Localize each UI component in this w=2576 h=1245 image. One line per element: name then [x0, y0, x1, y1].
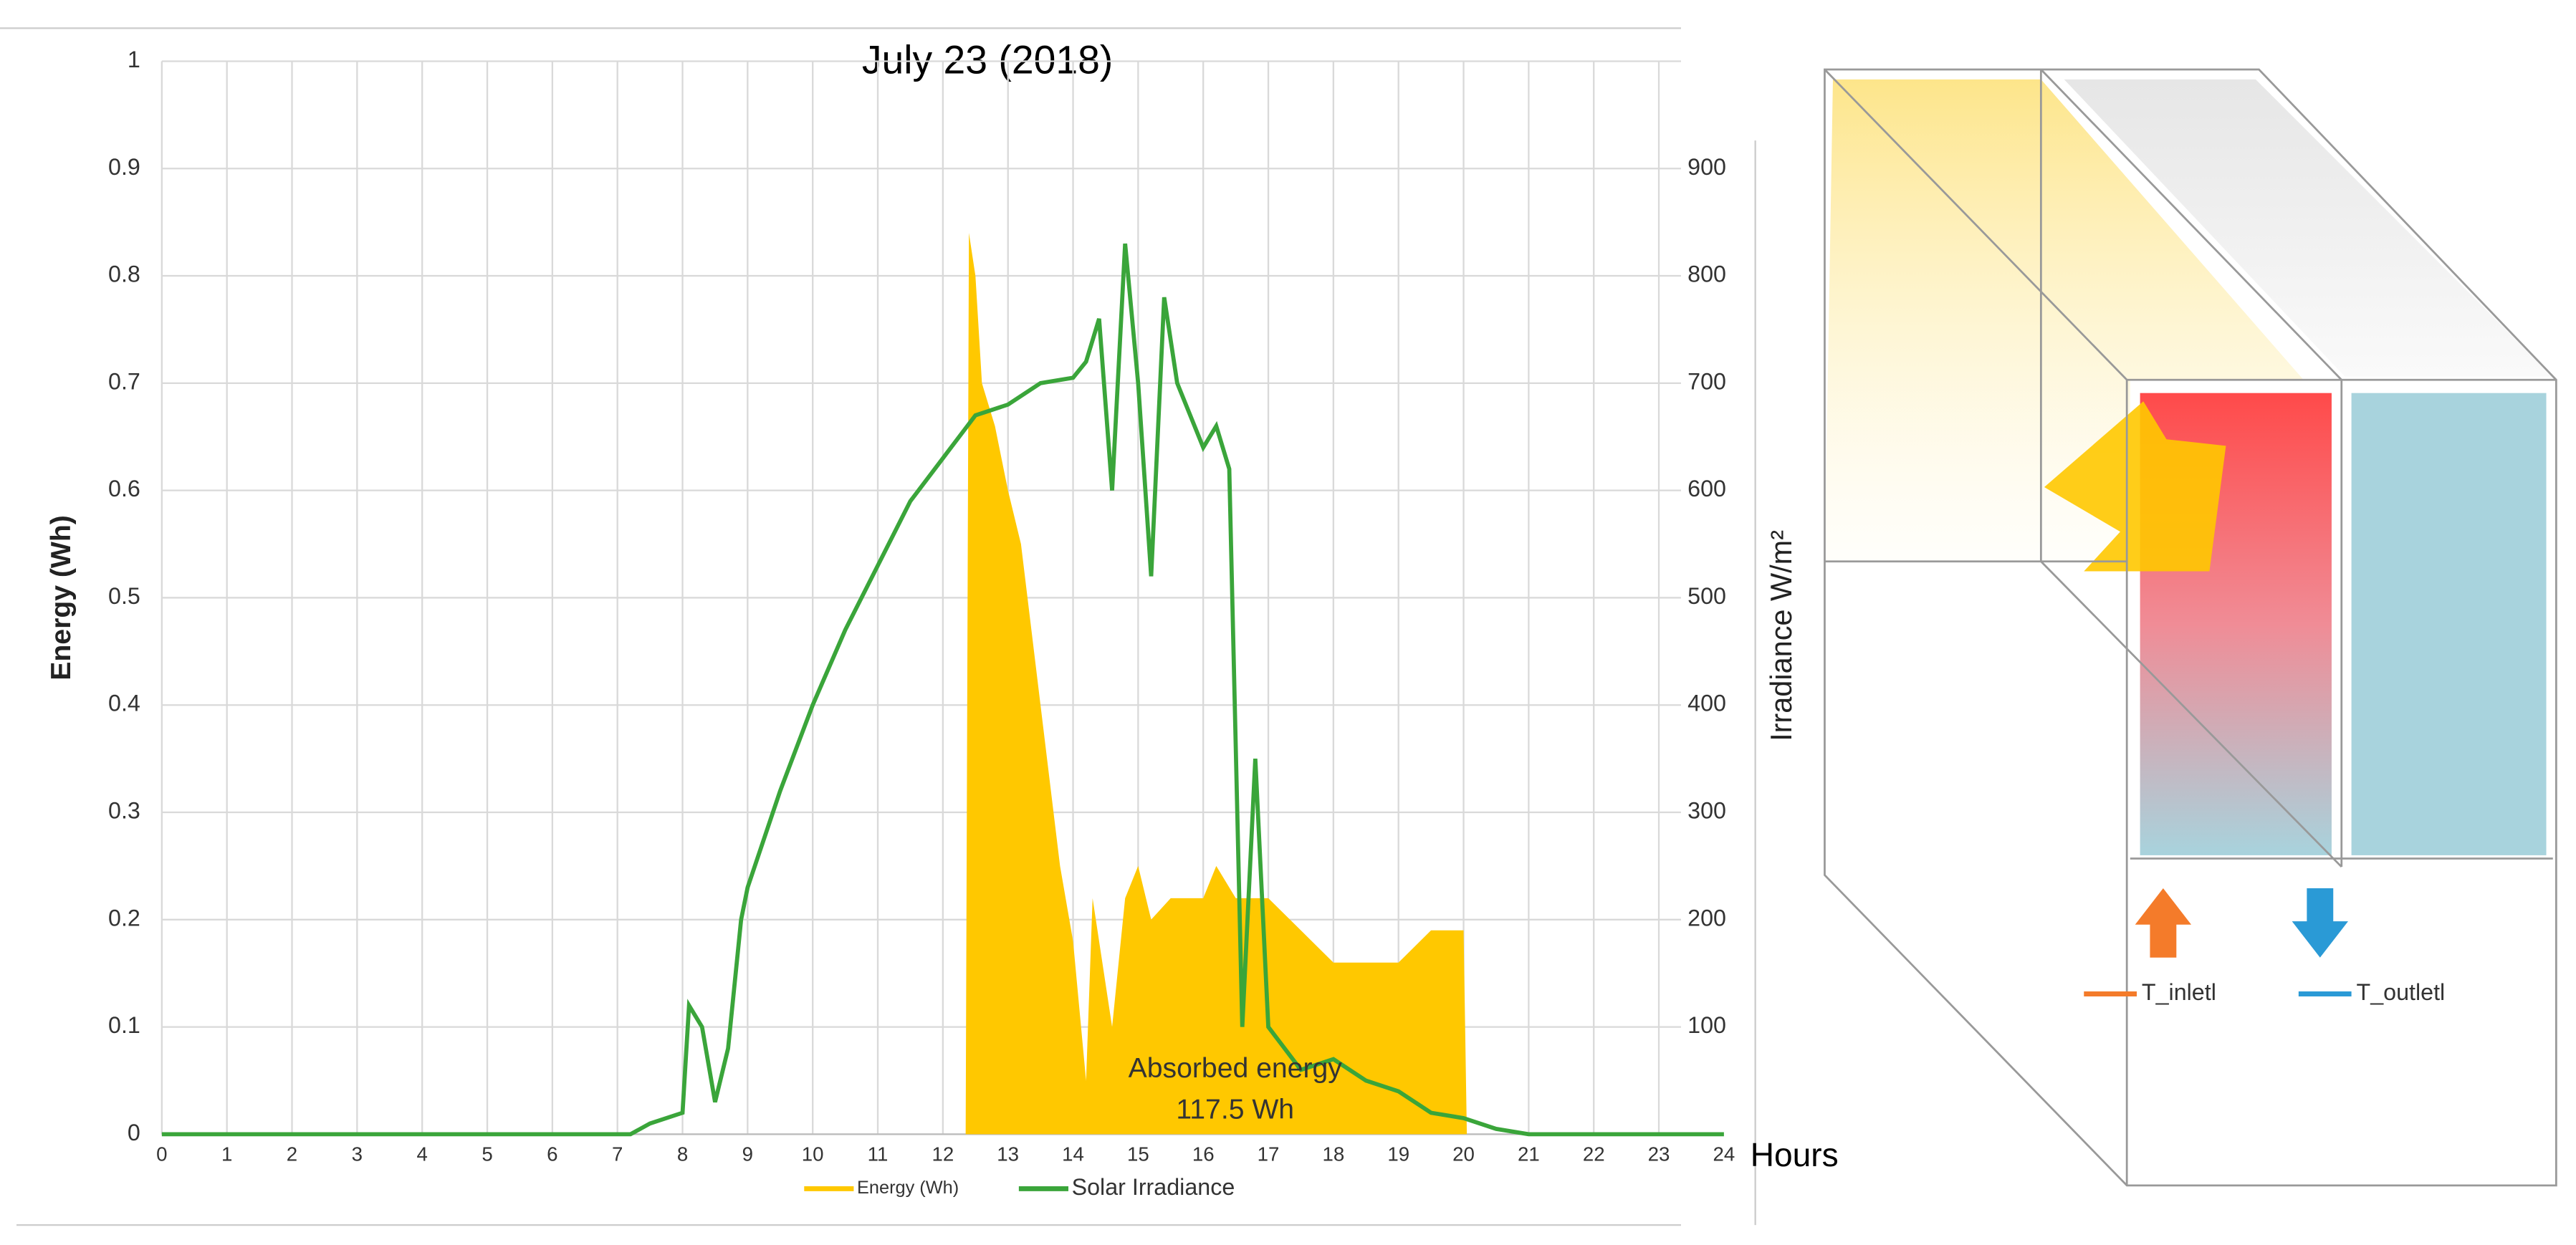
y2-tick-label: 600 [1687, 476, 1726, 501]
x-tick-label: 1 [221, 1143, 232, 1165]
x-tick-label: 10 [802, 1143, 824, 1165]
y2-axis-label: Irradiance W/m² [1764, 530, 1798, 741]
y2-tick-label: 500 [1687, 583, 1726, 609]
x-tick-label: 18 [1322, 1143, 1344, 1165]
x-tick-label: 22 [1583, 1143, 1605, 1165]
x-tick-label: 14 [1062, 1143, 1084, 1165]
x-tick-label: 5 [482, 1143, 492, 1165]
heat-arrow [2044, 401, 2226, 572]
y-tick-label: 0.6 [108, 476, 140, 501]
x-tick-label: 8 [677, 1143, 688, 1165]
x-tick-label: 24 [1713, 1143, 1735, 1165]
x-tick-label: 3 [352, 1143, 363, 1165]
chart-title: July 23 (2018) [862, 37, 1113, 82]
x-tick-label: 9 [742, 1143, 753, 1165]
annotation: 117.5 Wh [1176, 1094, 1294, 1125]
x-tick-label: 19 [1387, 1143, 1409, 1165]
x-tick-label: 2 [287, 1143, 297, 1165]
y-tick-label: 0.8 [108, 261, 140, 287]
y2-tick-label: 300 [1687, 798, 1726, 824]
x-tick-label: 6 [547, 1143, 557, 1165]
y-tick-label: 0.3 [108, 798, 140, 824]
x-axis-label: Hours [1751, 1136, 1839, 1173]
y-tick-label: 0.2 [108, 905, 140, 931]
y-tick-label: 0.5 [108, 583, 140, 609]
legend-label: Solar Irradiance [1072, 1174, 1235, 1200]
sun-beam [1824, 79, 2304, 562]
x-tick-label: 15 [1127, 1143, 1149, 1165]
x-tick-label: 4 [416, 1143, 427, 1165]
y-axis-label: Energy (Wh) [46, 515, 77, 681]
y-tick-label: 0.9 [108, 154, 140, 180]
x-tick-label: 16 [1192, 1143, 1215, 1165]
diagram-legend-label: T_outletl [2357, 979, 2446, 1005]
annotation: Absorbed energy [1129, 1053, 1343, 1084]
x-tick-label: 11 [868, 1143, 889, 1165]
y-tick-label: 0.4 [108, 691, 140, 716]
y2-tick-label: 400 [1687, 691, 1726, 716]
x-tick-label: 0 [156, 1143, 167, 1165]
diagram-legend-label: T_inletl [2142, 979, 2216, 1005]
cold-channel [2351, 393, 2547, 855]
x-tick-label: 23 [1648, 1143, 1670, 1165]
glass-pane [2064, 79, 2553, 377]
x-tick-label: 17 [1258, 1143, 1280, 1165]
y2-tick-label: 800 [1687, 261, 1726, 287]
x-tick-label: 7 [612, 1143, 623, 1165]
y2-tick-label: 900 [1687, 154, 1726, 180]
y2-tick-label: 200 [1687, 905, 1726, 931]
y-tick-label: 0.7 [108, 368, 140, 394]
y-tick-label: 0.1 [108, 1012, 140, 1038]
box-frame [1824, 68, 2557, 1187]
inlet-arrow [2135, 888, 2192, 958]
x-tick-label: 21 [1518, 1143, 1540, 1165]
x-tick-label: 13 [997, 1143, 1019, 1165]
y-tick-label: 0 [128, 1120, 140, 1145]
y-tick-label: 1 [128, 47, 140, 72]
y2-tick-label: 700 [1687, 368, 1726, 394]
y2-tick-label: 100 [1687, 1012, 1726, 1038]
outlet-arrow [2292, 888, 2348, 958]
x-tick-label: 20 [1452, 1143, 1475, 1165]
x-tick-label: 12 [932, 1143, 954, 1165]
diagram [1824, 68, 2557, 1187]
legend-label: Energy (Wh) [857, 1178, 959, 1198]
irradiance-line [161, 243, 1724, 1137]
